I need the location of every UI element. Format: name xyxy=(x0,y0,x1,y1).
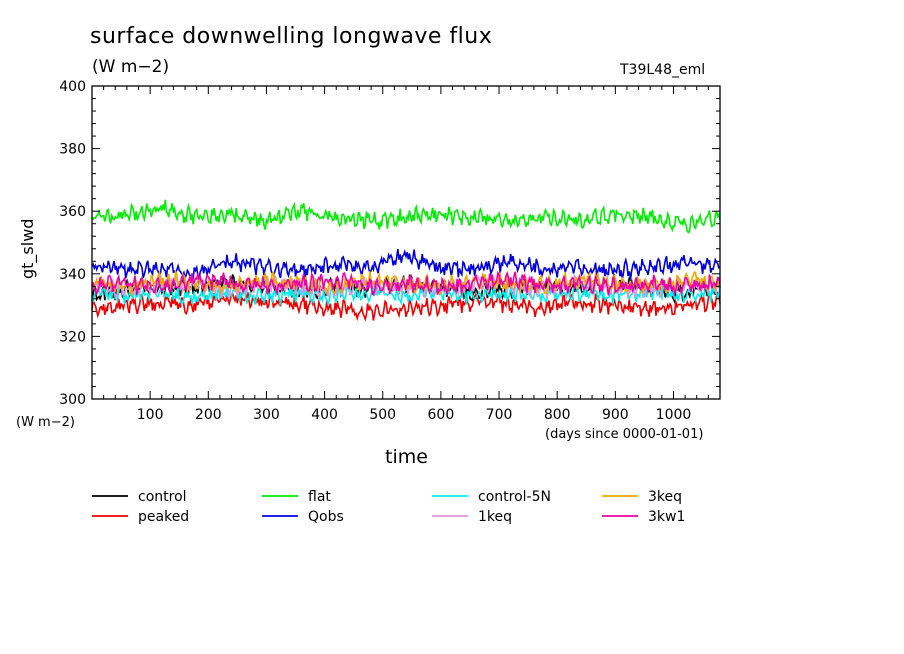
legend: control peaked flat Qobs control-5N 1keq 3keq 3… xyxy=(92,489,685,525)
x-tick-label: 500 xyxy=(369,407,396,423)
x-tick-label: 1000 xyxy=(656,407,692,423)
chart-title: surface downwelling longwave flux xyxy=(90,24,493,49)
x-tick-label: 600 xyxy=(428,407,455,423)
legend-label-3keq: 3keq xyxy=(648,489,682,505)
series-layer xyxy=(91,199,721,322)
x-tick-label: 300 xyxy=(253,407,280,423)
y-tick-label: 400 xyxy=(59,79,86,95)
legend-label-control: control xyxy=(138,489,187,505)
x-tick-label: 400 xyxy=(311,407,338,423)
series-Qobs xyxy=(91,248,721,281)
legend-label-1keq: 1keq xyxy=(478,509,512,525)
y-tick-label: 360 xyxy=(59,204,86,220)
x-tick-label: 100 xyxy=(137,407,164,423)
x-tick-label: 800 xyxy=(544,407,571,423)
x-axis-label: time xyxy=(385,446,428,468)
y-axis-units: (W m−2) xyxy=(16,415,75,430)
x-tick-label: 200 xyxy=(195,407,222,423)
x-tick-label: 700 xyxy=(486,407,513,423)
legend-label-3kw1: 3kw1 xyxy=(648,509,685,525)
y-tick-label: 340 xyxy=(59,267,86,283)
y-tick-label: 300 xyxy=(59,392,86,408)
run-name: T39L48_eml xyxy=(620,62,706,78)
legend-label-peaked: peaked xyxy=(138,509,189,525)
x-tick-label: 900 xyxy=(602,407,629,423)
axis-layer: 100 200 300 400 500 600 700 800 900 1000 300 320 340… xyxy=(59,79,721,423)
legend-label-control-5N: control-5N xyxy=(478,489,551,505)
legend-label-Qobs: Qobs xyxy=(308,509,344,525)
legend-label-flat: flat xyxy=(308,489,331,505)
series-flat xyxy=(91,199,721,234)
y-tick-label: 380 xyxy=(59,142,86,158)
plot-frame xyxy=(91,85,721,400)
x-axis-units: (days since 0000-01-01) xyxy=(545,427,704,442)
y-tick-label: 320 xyxy=(59,329,86,345)
series-3kw1 xyxy=(91,270,721,297)
chart-units: (W m−2) xyxy=(92,57,170,77)
